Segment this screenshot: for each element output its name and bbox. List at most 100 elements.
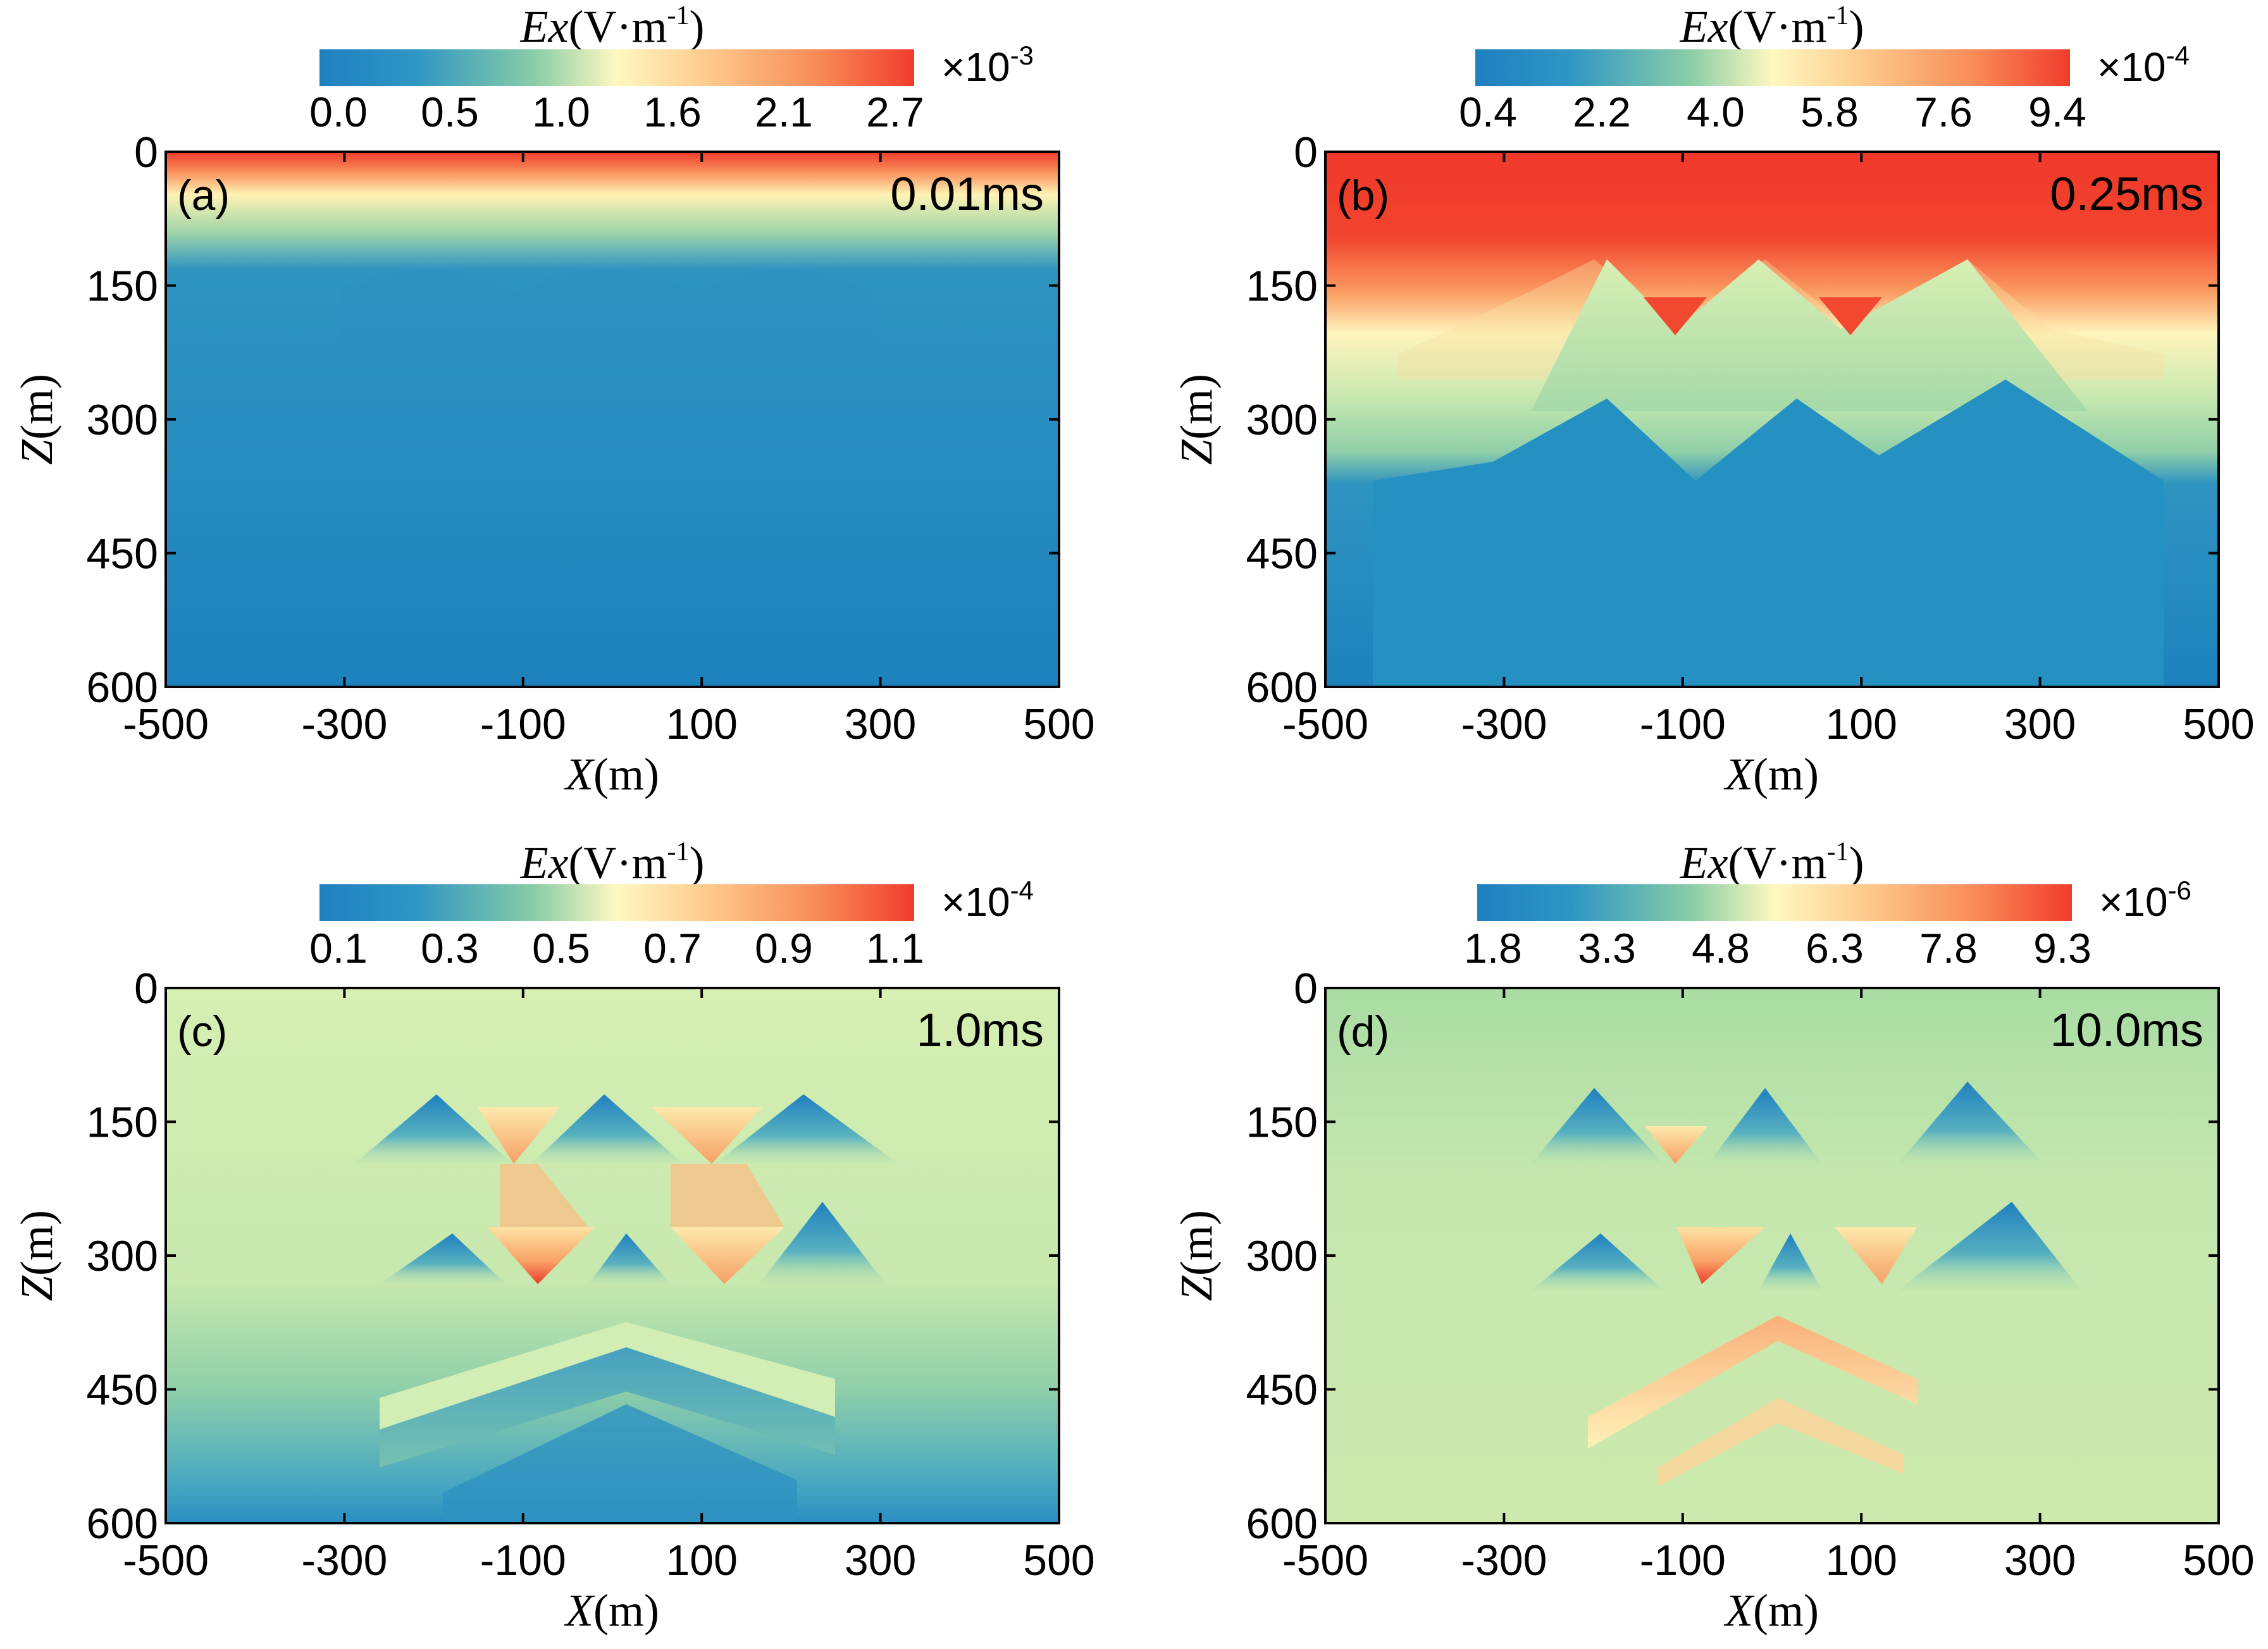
colorbar-scale-exp: -3	[1010, 40, 1034, 70]
y-axis-var: Z	[1171, 1275, 1222, 1301]
colorbar-title-unit: (V·m	[1728, 837, 1827, 888]
panel-label: (c)	[177, 1008, 227, 1056]
panel-b: -500 -300 -100 100 300 500 0 150 300 450 600 (b) 0…	[1171, 1, 2255, 800]
time-label: 0.25ms	[2050, 168, 2203, 220]
colorbar-tick-label: 2.1	[755, 89, 813, 135]
x-tick-label: -100	[480, 1536, 566, 1584]
axes: -500 -300 -100 100 300 500 0 150 300 450 600	[87, 965, 1095, 1584]
panel-d: -500 -300 -100 100 300 500 0 150 300 450 600 (d) 1…	[1171, 837, 2255, 1636]
y-tick-label: 600	[87, 1500, 158, 1548]
x-axis-var: X	[564, 749, 595, 800]
colorbar-tick-label: 0.5	[421, 89, 479, 135]
y-tick-label: 450	[1246, 1366, 1318, 1414]
x-axis-var: X	[564, 1585, 595, 1636]
x-axis-title: X(m)	[1723, 1585, 1819, 1636]
colorbar-scale: ×10-4	[941, 875, 1034, 925]
y-axis-unit: (m)	[1171, 374, 1222, 440]
x-axis-var: X	[1723, 1585, 1755, 1636]
field-background	[1325, 988, 2219, 1523]
colorbar-bar	[1477, 884, 2072, 921]
colorbar-tick-label: 4.0	[1687, 89, 1745, 135]
upper-hill	[354, 1094, 512, 1164]
blue-band	[380, 1347, 835, 1467]
y-tick-label: 600	[1246, 1500, 1318, 1548]
colorbar-tick-label: 0.1	[309, 925, 368, 972]
y-tick-label: 150	[87, 262, 158, 311]
colorbar-tick-label: 9.4	[2028, 89, 2086, 135]
x-tick-label: -500	[1282, 1536, 1368, 1584]
heatmap-field	[1325, 988, 2219, 1523]
x-tick-label: -300	[301, 1536, 387, 1584]
x-axis-title: X(m)	[564, 1585, 659, 1636]
colorbar-title-var: Ex	[1680, 1, 1728, 52]
middle-anomaly	[500, 1164, 588, 1227]
colorbar-title-var: Ex	[520, 1, 569, 52]
lower-hill	[1759, 1233, 1822, 1290]
y-tick-label: 150	[1246, 1099, 1318, 1147]
lower-hill	[588, 1233, 671, 1284]
x-tick-label: 300	[2004, 700, 2076, 748]
chevron-band	[380, 1322, 835, 1430]
colorbar: Ex(V·m-1) 0.1 0.3 0.5 0.7 0.9 1.1 ×10-4	[309, 837, 1034, 972]
colorbar-scale: ×10-4	[2097, 40, 2190, 90]
colorbar-scale-base: ×10	[2099, 879, 2168, 925]
x-tick-label: 100	[1825, 1536, 1897, 1584]
x-tick-label: -300	[301, 700, 387, 748]
colorbar-bar	[319, 49, 914, 86]
colorbar-ticks: 0.0 0.5 1.0 1.6 2.1 2.7	[309, 89, 924, 135]
colorbar-tick-label: 1.6	[643, 89, 702, 135]
colorbar-tick-label: 3.3	[1578, 925, 1636, 972]
colorbar-title: Ex(V·m-1)	[520, 1, 705, 52]
x-tick-label: 100	[666, 700, 737, 748]
x-axis-unit: (m)	[1753, 1585, 1819, 1636]
colorbar-scale-exp: -6	[2168, 875, 2191, 905]
colorbar: Ex(V·m-1) 0.0 0.5 1.0 1.6 2.1 2.7 ×10-3	[309, 1, 1034, 135]
colorbar-scale-base: ×10	[941, 879, 1010, 925]
y-axis-title: Z(m)	[1171, 374, 1222, 465]
colorbar-title-unit: (V·m	[569, 837, 667, 888]
x-axis-var: X	[1723, 749, 1755, 800]
y-tick-label: 0	[1294, 128, 1318, 176]
y-axis-var: Z	[11, 439, 62, 465]
heatmap-field	[1325, 152, 2219, 687]
x-axis-title: X(m)	[1723, 749, 1819, 800]
x-tick-label: -100	[480, 700, 566, 748]
upper-hill	[1898, 1082, 2043, 1164]
y-axis-unit: (m)	[11, 374, 62, 440]
panel-c: -500 -300 -100 100 300 500 0 150 300 450 600 (c) 1…	[11, 837, 1095, 1636]
colorbar-title-var: Ex	[520, 837, 569, 888]
field-background	[166, 152, 1059, 687]
x-axis-unit: (m)	[593, 1585, 659, 1636]
colorbar-tick-label: 0.9	[755, 925, 813, 972]
axes: -500 -300 -100 100 300 500 0 150 300 450 600	[1246, 965, 2255, 1584]
heatmap-field	[166, 988, 1059, 1523]
colorbar-title-exp: -1	[667, 837, 689, 867]
colorbar-title-exp: -1	[667, 1, 689, 30]
y-tick-label: 300	[87, 1232, 158, 1280]
upper-hill	[531, 1094, 683, 1164]
y-tick-label: 150	[87, 1099, 158, 1147]
colorbar-title-close: )	[689, 837, 704, 888]
field-shading	[342, 269, 873, 354]
x-axis-title: X(m)	[564, 749, 659, 800]
heatmap-field	[166, 152, 1059, 687]
colorbar-title-exp: -1	[1826, 837, 1849, 867]
colorbar-tick-label: 6.3	[1806, 925, 1864, 972]
upper-anomaly	[478, 1107, 560, 1164]
upper-anomaly	[652, 1107, 762, 1164]
colorbar-tick-label: 0.5	[532, 925, 590, 972]
colorbar-title-var: Ex	[1680, 837, 1728, 888]
y-tick-label: 0	[134, 128, 158, 176]
colorbar-ticks: 0.4 2.2 4.0 5.8 7.6 9.4	[1459, 89, 2086, 135]
colorbar-tick-label: 5.8	[1800, 89, 1859, 135]
colorbar-tick-label: 1.8	[1464, 925, 1522, 972]
colorbar-title-unit: (V·m	[569, 1, 667, 52]
x-tick-label: 500	[2183, 1536, 2254, 1584]
x-tick-label: -500	[123, 700, 209, 748]
colorbar-tick-label: 1.0	[532, 89, 590, 135]
time-label: 1.0ms	[916, 1004, 1044, 1056]
upper-anomaly	[1644, 297, 1707, 335]
lower-hill	[1531, 1233, 1664, 1290]
x-tick-label: -500	[1282, 700, 1368, 748]
